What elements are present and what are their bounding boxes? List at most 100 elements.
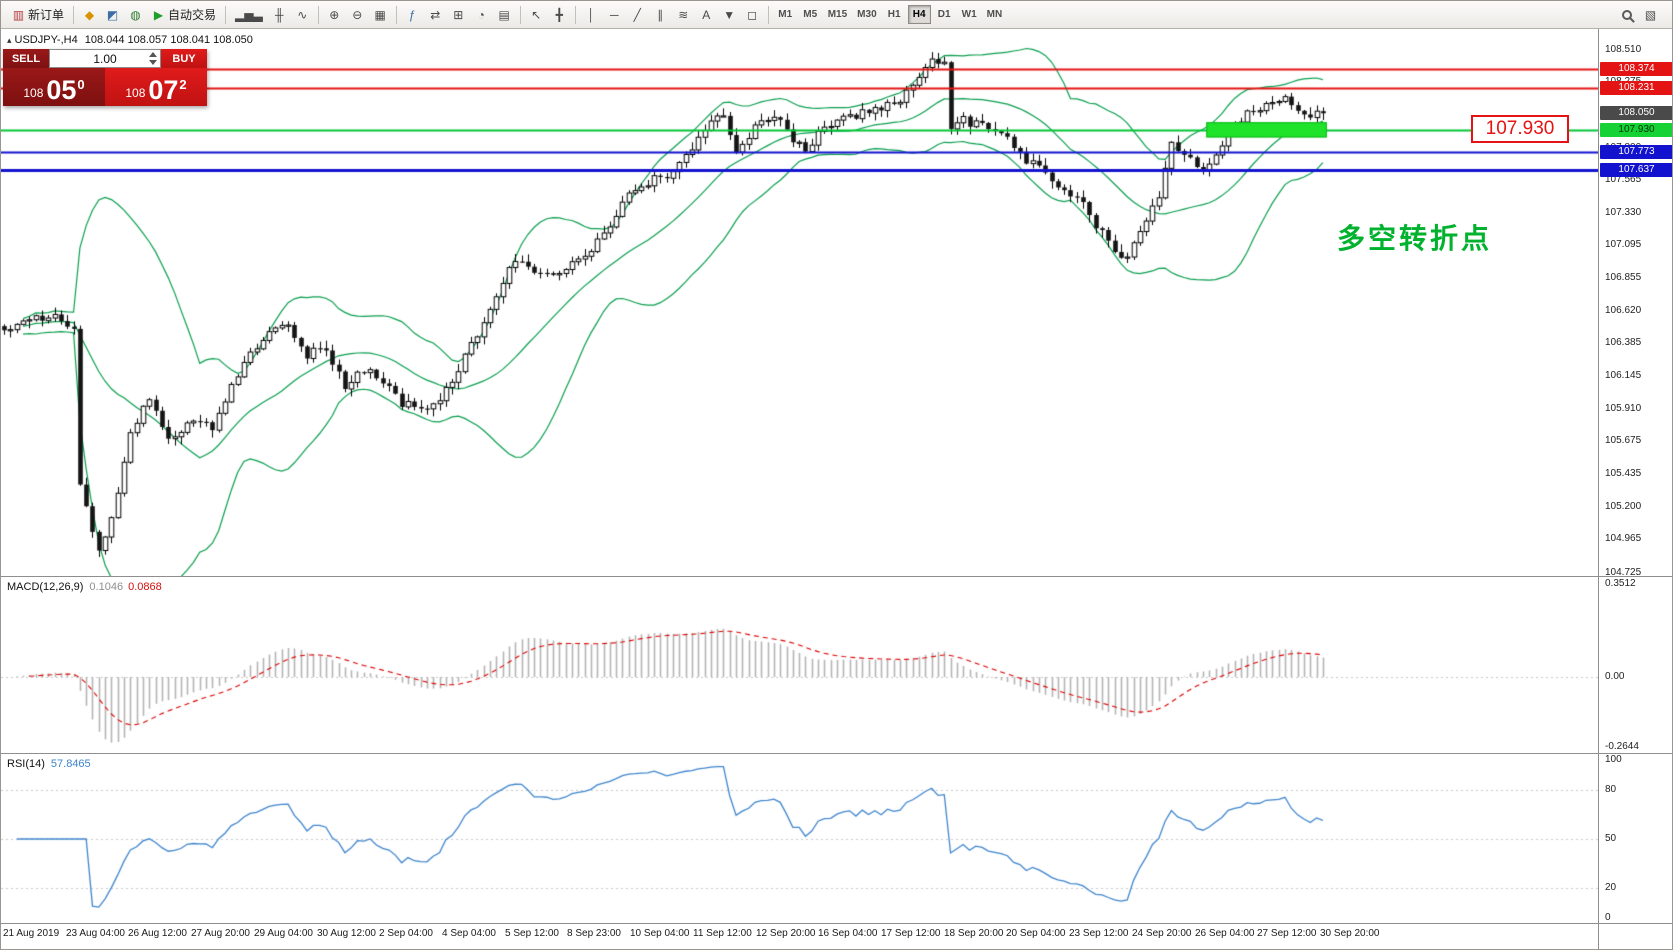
macd-panel[interactable]: MACD(12,26,9) 0.1046 0.0868 — [1, 576, 1598, 754]
tile-windows-button[interactable]: ▦ — [369, 4, 392, 26]
rsi-scale-label: 0 — [1605, 912, 1611, 923]
price-scale-label: 105.675 — [1605, 435, 1642, 447]
chart-title: ▴ USDJPY-,H4 108.044 108.057 108.041 108.0… — [7, 34, 253, 46]
terminal-icon: ◍ — [130, 7, 141, 22]
timeframe-h4[interactable]: H4 — [907, 5, 931, 24]
zoom-out-button[interactable]: ⊖ — [346, 4, 369, 26]
time-axis-label: 30 Aug 12:00 — [317, 928, 376, 939]
market-watch-button[interactable]: ◆ — [78, 4, 101, 26]
rsi-panel[interactable]: RSI(14) 57.8465 — [1, 753, 1598, 924]
rsi-canvas — [1, 754, 1598, 924]
line-chart-icon: ∿ — [297, 7, 308, 22]
macd-signal-value: 0.0868 — [128, 581, 162, 593]
tile-windows-icon: ▦ — [374, 7, 386, 22]
time-axis-label: 17 Sep 12:00 — [881, 928, 941, 939]
timeframe-d1[interactable]: D1 — [937, 9, 951, 20]
objects-icon: ⇄ — [430, 7, 441, 22]
arrows-button[interactable]: ▼ — [718, 4, 741, 26]
channel-button[interactable]: ∥ — [649, 4, 672, 26]
new-order-icon: ▥ — [12, 7, 25, 22]
macd-scale-label: 0.3512 — [1605, 578, 1636, 589]
time-axis-label: 11 Sep 12:00 — [693, 928, 752, 939]
price-scale-label: 106.385 — [1605, 337, 1642, 349]
search-button[interactable] — [1617, 4, 1637, 26]
chart-settings-button[interactable]: ▤ — [493, 4, 516, 26]
time-axis-label: 2 Sep 04:00 — [379, 928, 433, 939]
timeframe-w1[interactable]: W1 — [961, 9, 977, 20]
bar-chart-button[interactable]: ▂▅▃ — [230, 4, 268, 26]
price-axis-column: 108.510108.275108.040107.800107.565107.3… — [1598, 29, 1672, 949]
lot-increase-icon[interactable] — [148, 52, 157, 57]
time-axis-label: 18 Sep 20:00 — [944, 928, 1004, 939]
zoom-in-button[interactable]: ⊕ — [323, 4, 346, 26]
toolbar-separator — [574, 5, 576, 24]
price-scale-label: 108.510 — [1605, 43, 1642, 55]
indicators-button[interactable]: ƒ — [401, 4, 424, 26]
arrows-icon: ▼ — [723, 7, 736, 22]
toolbar-separator — [767, 5, 769, 24]
candlestick-chart-button[interactable]: ╫ — [268, 4, 291, 26]
axis-corner — [1599, 923, 1672, 949]
indicators-icon: ƒ — [408, 7, 416, 22]
new-order-button[interactable]: ▥ 新订单 — [7, 4, 69, 26]
timeframe-m5[interactable]: M5 — [803, 9, 818, 20]
price-scale-label: 107.565 — [1605, 174, 1642, 186]
lot-spinner[interactable] — [147, 51, 158, 66]
period-button[interactable]: ◔ — [470, 4, 493, 26]
cursor-button[interactable]: ↖ — [525, 4, 548, 26]
search-icon — [1622, 9, 1632, 20]
timeframe-m15[interactable]: M15 — [827, 9, 848, 20]
vertical-line-icon: │ — [587, 7, 595, 22]
toolbar-separator — [395, 5, 397, 24]
shapes-button[interactable]: ◻ — [741, 4, 764, 26]
price-chart-canvas[interactable] — [1, 29, 1598, 576]
fibonacci-button[interactable]: ≋ — [672, 4, 695, 26]
horizontal-line-button[interactable]: ─ — [603, 4, 626, 26]
timeframe-h1[interactable]: H1 — [887, 9, 901, 20]
lot-size-field[interactable]: 1.00 — [49, 49, 161, 68]
price-axis[interactable]: 108.510108.275108.040107.800107.565107.3… — [1599, 29, 1672, 577]
timeframe-mn[interactable]: MN — [986, 9, 1003, 20]
crosshair-button[interactable]: ╋ — [548, 4, 571, 26]
buy-button[interactable]: BUY — [161, 49, 207, 68]
buy-price-big: 07 — [148, 75, 179, 105]
sell-price-display[interactable]: 108 05 0 — [3, 68, 105, 106]
price-scale-label: 105.910 — [1605, 402, 1642, 414]
vertical-line-button[interactable]: │ — [580, 4, 603, 26]
line-chart-button[interactable]: ∿ — [291, 4, 314, 26]
terminal-button[interactable]: ◍ — [124, 4, 147, 26]
rsi-title-text: RSI(14) — [7, 758, 45, 770]
horizontal-line-icon: ─ — [609, 7, 619, 22]
shapes-icon: ◻ — [747, 7, 758, 22]
fibonacci-icon: ≋ — [678, 7, 689, 22]
lot-decrease-icon[interactable] — [148, 60, 157, 65]
time-axis-label: 29 Aug 04:00 — [254, 928, 313, 939]
price-chart-panel[interactable]: ▴ USDJPY-,H4 108.044 108.057 108.041 108.0… — [1, 29, 1598, 576]
buy-price-sup: 2 — [179, 77, 187, 92]
navigator-button[interactable]: ◩ — [101, 4, 124, 26]
time-axis-label: 4 Sep 04:00 — [442, 928, 496, 939]
objects-button[interactable]: ⇄ — [424, 4, 447, 26]
toolbar-separator — [225, 5, 227, 24]
price-scale-label: 106.145 — [1605, 370, 1642, 382]
timeframe-m30[interactable]: M30 — [857, 9, 877, 20]
time-axis-label: 10 Sep 04:00 — [630, 928, 690, 939]
trendline-button[interactable]: ╱ — [626, 4, 649, 26]
macd-title-text: MACD(12,26,9) — [7, 581, 84, 593]
one-click-trading-panel: SELL 1.00 BUY 108 05 0 108 07 2 — [3, 49, 207, 106]
price-tag-107-773: 107.773 — [1600, 144, 1672, 159]
auto-trading-button[interactable]: ▶ 自动交易 — [147, 4, 221, 26]
price-callout-label[interactable]: 107.930 — [1471, 115, 1569, 143]
macd-axis: 0.3512 0.00 -0.2644 — [1599, 576, 1672, 753]
cursor-icon: ↖ — [531, 7, 542, 22]
new-chart-button[interactable]: ▧ — [1639, 4, 1662, 26]
crosshair-icon: ╋ — [555, 7, 563, 22]
new-order-label: 新订单 — [28, 8, 65, 22]
buy-price-display[interactable]: 108 07 2 — [105, 68, 207, 106]
text-button[interactable]: A — [695, 4, 718, 26]
time-axis[interactable]: 21 Aug 2019 23 Aug 04:00 26 Aug 12:00 27 Au… — [1, 923, 1598, 949]
zoom-out-icon: ⊖ — [352, 7, 363, 22]
timeframe-m1[interactable]: M1 — [778, 9, 793, 20]
sell-button[interactable]: SELL — [3, 49, 49, 68]
templates-button[interactable]: ⊞ — [447, 4, 470, 26]
